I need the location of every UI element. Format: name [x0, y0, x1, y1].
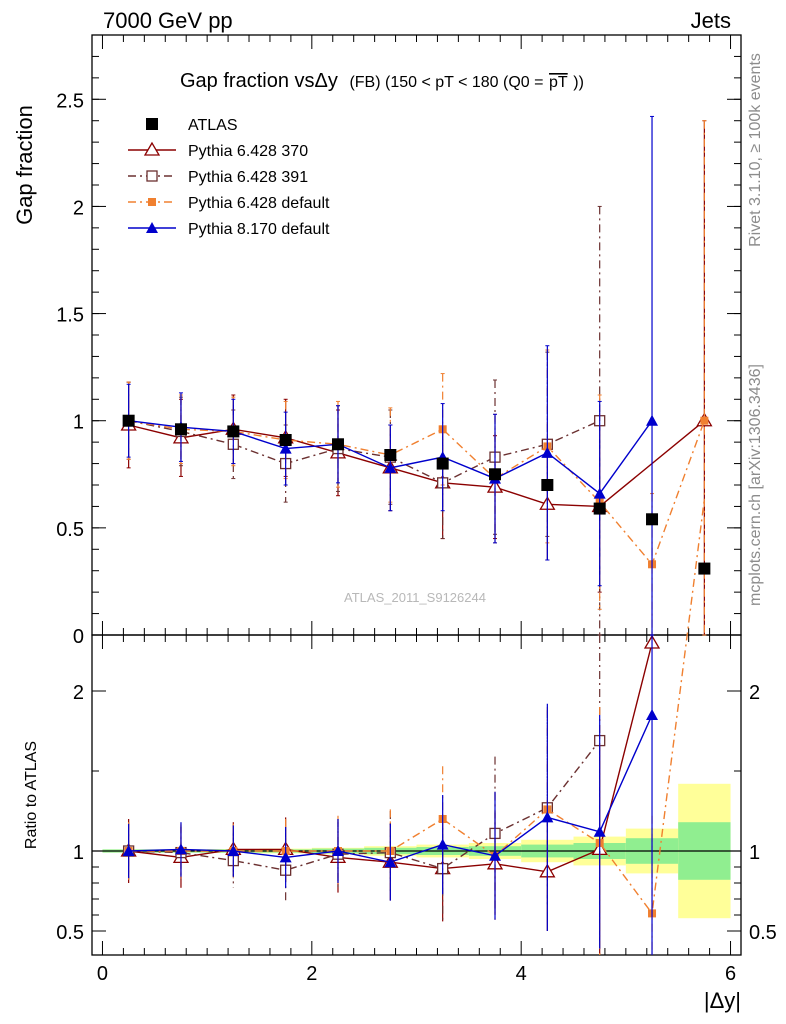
ratio-point-pythia-8-170-default [227, 845, 240, 856]
ratio-point-pythia-8-170-default [436, 838, 449, 850]
legend-label-atlas: ATLAS [188, 117, 238, 134]
header-right: Jets [691, 8, 731, 33]
ratio-point-pythia-8-170-default [279, 851, 292, 863]
title-main: Gap fraction vsΔy [180, 70, 338, 92]
main-y-tick-label: 1.5 [56, 305, 84, 327]
series-line-pythia-6-428-391 [128, 420, 600, 484]
x-tick-label: 2 [306, 963, 317, 985]
point-atlas [698, 562, 711, 575]
ratio-y-tick-label: 2 [73, 682, 84, 704]
ratio-y-tick-label-right: 0.5 [749, 922, 777, 944]
main-y-axis-label: Gap fraction [12, 105, 37, 225]
legend-marker-atlas [146, 118, 158, 130]
legend-marker-pythia-6-428-370 [143, 141, 161, 156]
legend-marker-pythia-6-428-default [148, 198, 156, 206]
main-y-tick-label: 2.5 [56, 90, 84, 112]
legend-item-pythia-6-428-default: Pythia 6.428 default [128, 195, 330, 212]
ratio-point-pythia-8-170-default [646, 709, 659, 720]
point-atlas [593, 502, 606, 515]
ratio-y-tick-label: 0.5 [56, 922, 84, 944]
point-atlas [279, 434, 292, 446]
point-atlas [122, 414, 135, 427]
x-axis-label: |Δy| [704, 988, 741, 1013]
legend-marker-pythia-8-170-default [146, 222, 158, 233]
main-y-tick-label: 2 [73, 197, 84, 219]
rivet-version-label: Rivet 3.1.10, ≥ 100k events [747, 53, 764, 247]
point-atlas [331, 438, 344, 451]
legend-item-pythia-6-428-370: Pythia 6.428 370 [128, 141, 308, 160]
ratio-y-tick-label-right: 2 [749, 682, 760, 704]
title-overline: pT [549, 74, 568, 91]
ratio-point-pythia-8-170-default [541, 811, 554, 823]
mcplots-label: mcplots.cern.ch [arXiv:1306.3436] [747, 364, 764, 606]
ratio-y-axis-label: Ratio to ATLAS [23, 741, 40, 849]
main-y-tick-label: 1 [73, 412, 84, 434]
legend-item-pythia-8-170-default: Pythia 8.170 default [128, 221, 330, 238]
point-atlas [489, 468, 502, 481]
point-atlas [384, 449, 397, 461]
x-tick-label: 4 [516, 963, 527, 985]
legend-label-pythia-6-428-370: Pythia 6.428 370 [188, 143, 308, 160]
title-suffix: (FB) (150 < pT < 180 (Q0 = [349, 74, 543, 91]
ratio-y-tick-label: 1 [73, 842, 84, 864]
legend-label-pythia-8-170-default: Pythia 8.170 default [188, 221, 330, 238]
legend-item-atlas: ATLAS [146, 117, 238, 134]
ratio-point-pythia-8-170-default [593, 825, 606, 837]
ratio-line-pythia-6-428-391 [128, 740, 601, 871]
point-pythia-8-170-default [279, 442, 292, 454]
ratio-point-pythia-8-170-default [331, 845, 344, 856]
header-left: 7000 GeV pp [103, 8, 233, 33]
ratio-point-pythia-8-170-default [489, 849, 502, 861]
point-atlas [541, 479, 554, 491]
point-pythia-6-428-default [700, 416, 709, 425]
ratio-y-tick-label-right: 1 [749, 842, 760, 864]
legend-label-pythia-6-428-default: Pythia 6.428 default [188, 195, 330, 212]
x-tick-label: 6 [725, 963, 736, 985]
legend-marker-pythia-6-428-391 [146, 170, 158, 182]
ratio-point-pythia-8-170-default [174, 843, 187, 855]
plot-title: Gap fraction vsΔy (FB) (150 < pT < 180 (… [180, 70, 584, 92]
point-pythia-8-170-default [593, 487, 606, 499]
main-y-tick-label: 0 [73, 626, 84, 648]
point-atlas [436, 457, 449, 470]
point-pythia-8-170-default [541, 446, 554, 458]
svg-text:Gap fraction vsΔy (FB): Gap fraction vsΔy (FB) (150 < pT < 180 (… [180, 70, 584, 92]
analysis-watermark: ATLAS_2011_S9126244 [344, 590, 486, 605]
point-atlas [227, 425, 240, 438]
chart-layer: 0 0.5 1 1.5 2 2.5 0.5 0.5 1 1 2 2 0 2 4 6 [56, 34, 777, 985]
legend-item-pythia-6-428-391: Pythia 6.428 391 [128, 169, 308, 186]
point-pythia-8-170-default [384, 461, 397, 473]
point-atlas [174, 423, 187, 436]
point-pythia-8-170-default [646, 414, 659, 426]
point-atlas [646, 513, 659, 526]
ratio-point-pythia-8-170-default [384, 856, 397, 868]
series-line-pythia-6-428-default [128, 420, 706, 566]
ratio-frame [91, 634, 742, 956]
ratio-point-pythia-8-170-default [122, 845, 135, 856]
main-y-tick-label: 0.5 [56, 519, 84, 541]
series-line-pythia-6-428-370 [128, 420, 705, 508]
legend: ATLAS Pythia 6.428 370 Pythia 6.428 391 Pyt… [128, 117, 330, 238]
title-close: )) [573, 74, 584, 91]
x-tick-label: 0 [97, 963, 108, 985]
legend-label-pythia-6-428-391: Pythia 6.428 391 [188, 169, 308, 186]
